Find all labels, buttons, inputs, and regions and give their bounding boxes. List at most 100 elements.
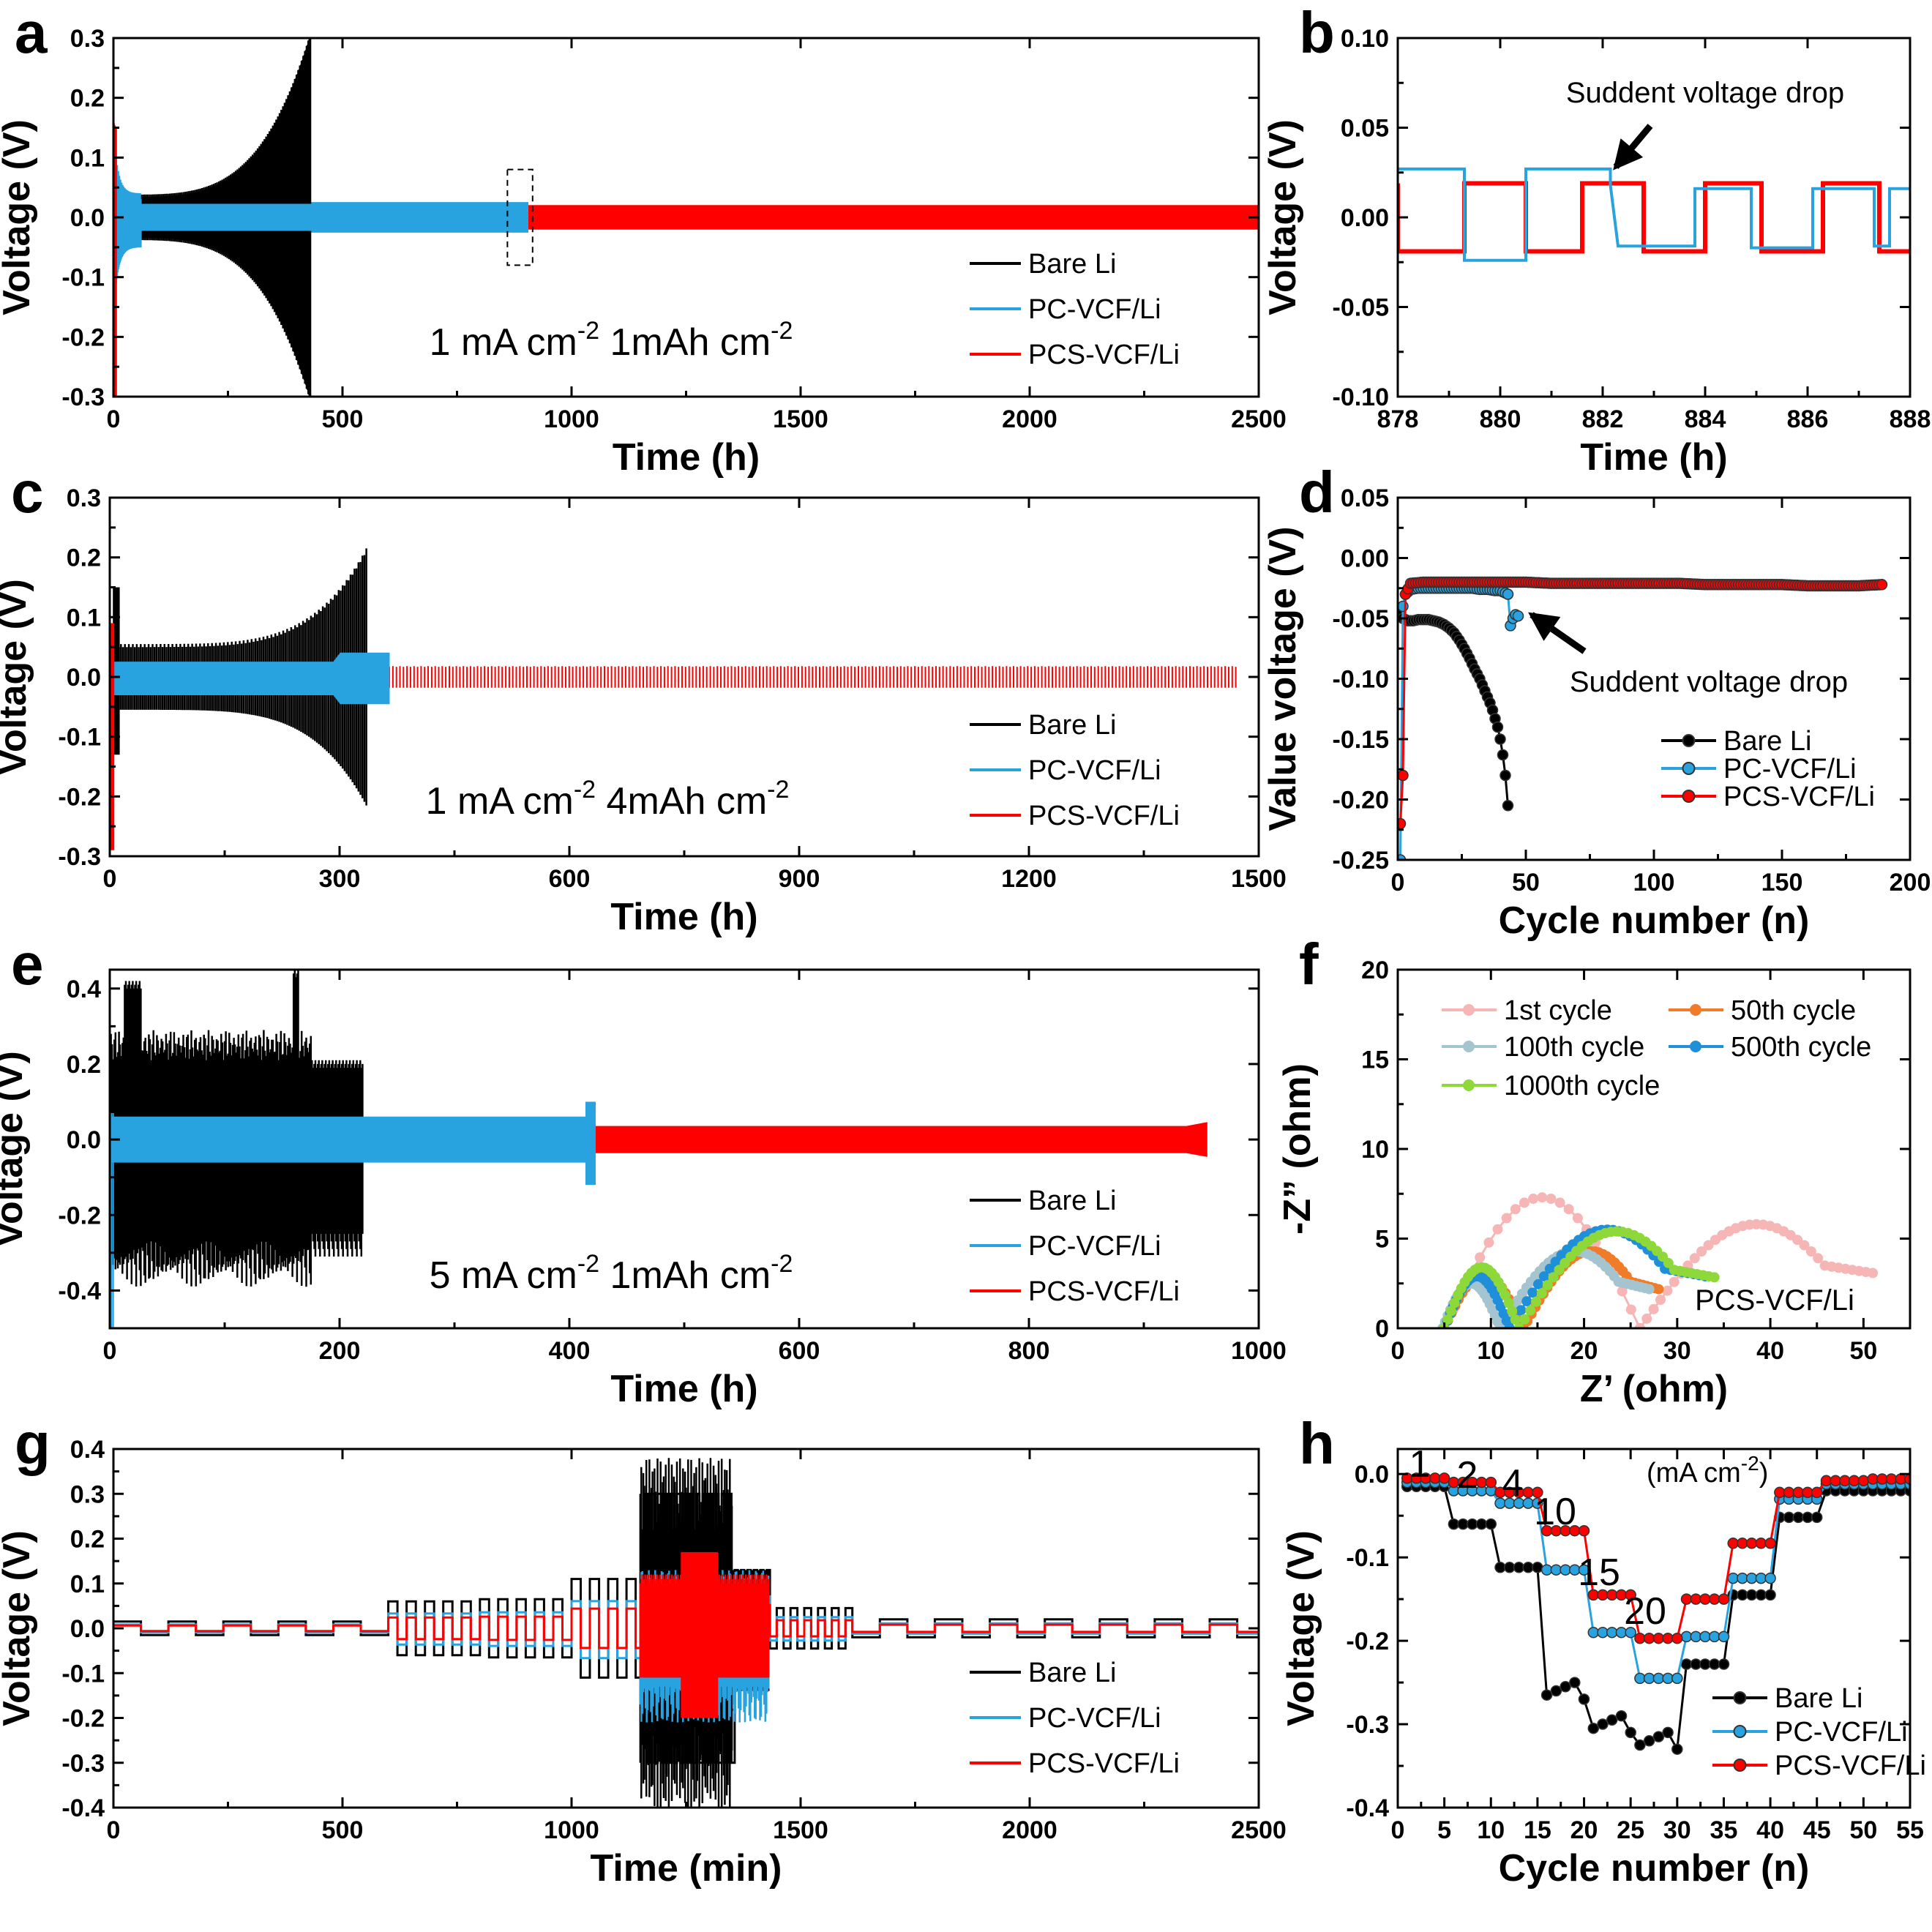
data-point <box>1533 1278 1543 1289</box>
legend-entry: 100th cycle <box>1504 1032 1644 1063</box>
legend-marker <box>1690 1041 1701 1052</box>
legend-entry: 500th cycle <box>1731 1032 1871 1063</box>
data-point <box>1708 1593 1721 1605</box>
panel-label: a <box>15 0 48 65</box>
data-point <box>1745 1589 1758 1601</box>
data-point <box>1615 1710 1628 1722</box>
data-point <box>1502 588 1514 600</box>
y-tick-label: -0.2 <box>1346 1628 1389 1655</box>
data-point <box>1885 1473 1898 1485</box>
y-tick-label: -0.25 <box>1333 847 1390 875</box>
unit-sup: -2 <box>1741 1452 1759 1475</box>
panel-d: 0 50 100 150 200 -0.25 -0.20 -0.15 -0.10 -0.05 0.0… <box>1262 460 1931 942</box>
data-point <box>1680 1630 1693 1643</box>
x-tick-label: 0 <box>1391 1816 1405 1844</box>
zoom-box <box>506 168 533 266</box>
data-point <box>1467 1518 1478 1530</box>
data-point <box>1597 1718 1609 1730</box>
data-point <box>1811 1511 1823 1524</box>
data-point <box>1597 1626 1609 1639</box>
annotation-drop: Suddent voltage drop <box>1570 666 1848 698</box>
panel-label: b <box>1299 0 1335 65</box>
unit-label: (mA cm-2) <box>1647 1452 1768 1489</box>
data-point <box>1663 1257 1674 1268</box>
data-point <box>1648 1303 1659 1314</box>
x-tick-label: 300 <box>319 865 361 893</box>
x-tick-label: 1200 <box>1001 865 1057 893</box>
cond-main: 1 mA cm <box>426 780 574 823</box>
series-pc-end <box>585 1101 596 1185</box>
series-pcs-band <box>520 205 1259 230</box>
y-tick-label: 0.2 <box>67 544 101 572</box>
legend-c: Bare Li PC-VCF/Li PCS-VCF/Li <box>970 710 1180 831</box>
data-point <box>1521 1296 1532 1307</box>
x-tick-label: 2500 <box>1231 1816 1287 1844</box>
y-tick-label: 5 <box>1375 1226 1389 1254</box>
y-tick-label: 0.3 <box>70 1480 105 1508</box>
data-point <box>1876 579 1888 591</box>
data-point <box>1652 1632 1665 1644</box>
y-tick-label: 0.00 <box>1341 545 1389 573</box>
data-point <box>1532 1562 1543 1573</box>
data-point <box>1491 721 1504 733</box>
x-tick-label: 1000 <box>544 405 599 433</box>
legend-f-entry: 1st cycle <box>1442 995 1612 1026</box>
y-tick-label: 0.4 <box>67 976 101 1003</box>
data-point <box>1497 749 1509 761</box>
data-point <box>1499 769 1511 782</box>
y-tick-label: 0.0 <box>1355 1461 1389 1489</box>
data-point <box>1502 800 1514 812</box>
data-point <box>1792 1486 1805 1499</box>
panel-f: 0 10 20 30 40 50 0 5 10 15 20 Z’ (ohm) -Z” (ohm) f 1st… <box>1276 932 1912 1410</box>
rate-label: 20 <box>1624 1590 1666 1633</box>
data-point <box>1727 1572 1739 1584</box>
y-tick-label: -0.4 <box>61 1794 105 1822</box>
x-tick-label: 0 <box>103 1337 117 1365</box>
data-point <box>1764 1589 1776 1601</box>
y-axis-title: Value voltage (V) <box>1262 526 1304 831</box>
data-point <box>1764 1538 1776 1549</box>
data-point <box>1537 1192 1548 1203</box>
data-point <box>1671 1632 1683 1644</box>
cond-main: 1 mA cm <box>430 321 577 364</box>
y-tick-label: 20 <box>1361 956 1389 984</box>
data-point <box>1839 1475 1851 1487</box>
rate-label: 2 <box>1457 1454 1478 1497</box>
data-point <box>1548 1272 1559 1283</box>
data-point <box>1554 1265 1565 1276</box>
y-tick-label: -0.1 <box>61 1660 105 1688</box>
legend-entry: PC-VCF/Li <box>1775 1717 1908 1748</box>
panel-e: 0 200 400 600 800 1000 -0.4 -0.2 0.0 0.2 0.4 Time (… <box>0 932 1287 1410</box>
panel-c: 0 300 600 900 1200 1500 -0.3 -0.2 -0.1 0.0 0.1 0.2 0… <box>0 460 1287 938</box>
data-point <box>1457 1518 1469 1530</box>
data-point <box>1578 1693 1590 1705</box>
data-point <box>1578 1524 1590 1537</box>
data-point <box>1662 1672 1674 1685</box>
y-axis-title: -Z” (ohm) <box>1276 1063 1319 1235</box>
condition-label: 1 mA cm-2 1mAh cm-2 <box>430 317 793 364</box>
legend-entry: Bare Li <box>1028 1186 1116 1216</box>
cond-main: 5 mA cm <box>430 1254 577 1297</box>
data-point <box>1653 1284 1664 1295</box>
x-tick-label: 200 <box>1890 869 1931 896</box>
data-point <box>1398 854 1407 860</box>
cond-mid: 1mAh cm <box>599 1254 771 1297</box>
x-tick-label: 40 <box>1756 1816 1784 1844</box>
cond-sup: -2 <box>574 776 596 804</box>
y-tick-label: -0.3 <box>61 1750 105 1778</box>
data-point <box>1485 1476 1497 1489</box>
series-pcs <box>389 666 1237 688</box>
data-point <box>1501 1213 1512 1224</box>
data-point <box>1792 1235 1803 1246</box>
data-point <box>1560 1681 1571 1693</box>
data-point <box>1536 1288 1547 1299</box>
data-point <box>1904 1473 1910 1485</box>
rate-label: 4 <box>1502 1462 1524 1505</box>
data-point <box>1475 1476 1488 1489</box>
x-tick-label: 35 <box>1710 1816 1738 1844</box>
legend-marker <box>1682 762 1696 775</box>
plot-area-b <box>1398 167 1910 262</box>
x-tick-label: 200 <box>319 1337 361 1365</box>
x-tick-label: 50 <box>1512 869 1540 896</box>
